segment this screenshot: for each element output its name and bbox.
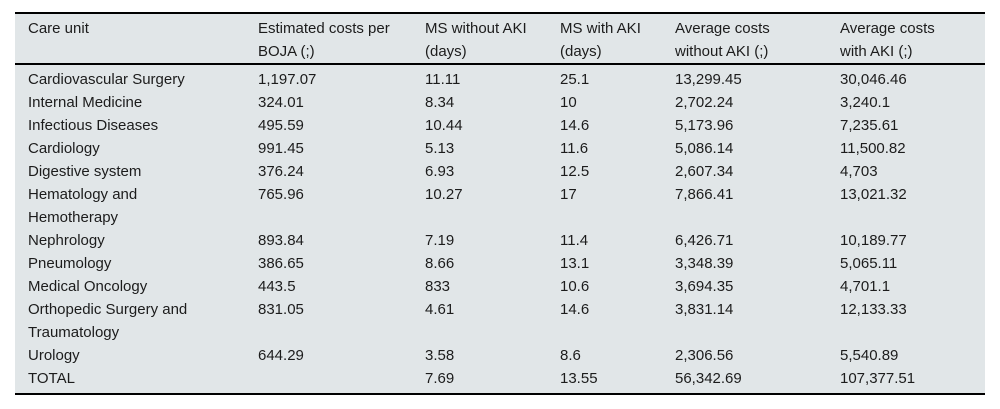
avg-costs-without-aki-cell: 3,831.14 — [675, 301, 734, 318]
avg-costs-without-aki-cell: 3,694.35 — [675, 278, 734, 295]
avg-costs-without-aki-cell: 2,702.24 — [675, 94, 734, 111]
ms-without-aki-cell: 7.19 — [425, 232, 455, 249]
care-unit-cell: Orthopedic Surgery and Traumatology — [28, 301, 188, 341]
ms-without-aki-cell: 833 — [425, 278, 451, 295]
care-unit-cell: Medical Oncology — [28, 278, 148, 295]
avg-costs-without-aki-cell: 56,342.69 — [675, 370, 742, 387]
avg-costs-without-aki-cell: 5,086.14 — [675, 140, 734, 157]
table-row-urology: Urology 644.29 3.58 8.6 2,306.56 5,540.8… — [15, 344, 985, 367]
ms-without-aki-cell: 3.58 — [425, 347, 455, 364]
avg-costs-with-aki-cell: 7,235.61 — [840, 117, 899, 134]
care-unit-cell: Internal Medicine — [28, 94, 143, 111]
estimated-costs-cell — [258, 367, 425, 394]
avg-costs-with-aki-cell: 12,133.33 — [840, 301, 907, 318]
avg-costs-with-aki-cell: 30,046.46 — [840, 71, 907, 88]
care-unit-cell: Cardiovascular Surgery — [28, 71, 185, 88]
column-header-estimated-costs: Estimated costs per BOJA (;) — [258, 20, 390, 60]
ms-without-aki-cell: 8.66 — [425, 255, 455, 272]
table-row-nephrology: Nephrology 893.84 7.19 11.4 6,426.71 10,… — [15, 229, 985, 252]
avg-costs-without-aki-cell: 3,348.39 — [675, 255, 734, 272]
ms-without-aki-cell: 6.93 — [425, 163, 455, 180]
ms-with-aki-cell: 17 — [560, 186, 577, 203]
care-unit-cell: TOTAL — [28, 370, 75, 387]
ms-with-aki-cell: 11.4 — [560, 232, 589, 249]
avg-costs-without-aki-cell: 5,173.96 — [675, 117, 734, 134]
estimated-costs-cell: 495.59 — [258, 117, 304, 134]
care-unit-cell: Pneumology — [28, 255, 112, 272]
ms-without-aki-cell: 8.34 — [425, 94, 455, 111]
ms-with-aki-cell: 10.6 — [560, 278, 590, 295]
estimated-costs-cell: 644.29 — [258, 347, 304, 364]
table-row-cardiovascular-surgery: Cardiovascular Surgery 1,197.07 11.11 25… — [15, 64, 985, 91]
ms-with-aki-cell: 14.6 — [560, 117, 590, 134]
table-row-digestive-system: Digestive system 376.24 6.93 12.5 2,607.… — [15, 160, 985, 183]
avg-costs-without-aki-cell: 13,299.45 — [675, 71, 742, 88]
table-row-hematology-hemotherapy: Hematology and Hemotherapy 765.96 10.27 … — [15, 183, 985, 229]
table-row-total: TOTAL 7.69 13.55 56,342.69 107,377.51 — [15, 367, 985, 394]
column-header-avg-costs-with-aki: Average costs with AKI (;) — [840, 20, 935, 60]
ms-without-aki-cell: 10.27 — [425, 186, 463, 203]
column-header-care-unit: Care unit — [28, 20, 89, 37]
column-header-avg-costs-without-aki: Average costs without AKI (;) — [675, 20, 770, 60]
ms-with-aki-cell: 8.6 — [560, 347, 581, 364]
table-row-medical-oncology: Medical Oncology 443.5 833 10.6 3,694.35… — [15, 275, 985, 298]
ms-with-aki-cell: 10 — [560, 94, 577, 111]
table-row-infectious-diseases: Infectious Diseases 495.59 10.44 14.6 5,… — [15, 114, 985, 137]
avg-costs-with-aki-cell: 10,189.77 — [840, 232, 907, 249]
avg-costs-without-aki-cell: 7,866.41 — [675, 186, 734, 203]
table-row-orthopedic-surgery-traumatology: Orthopedic Surgery and Traumatology 831.… — [15, 298, 985, 344]
estimated-costs-cell: 1,197.07 — [258, 71, 317, 88]
avg-costs-with-aki-cell: 11,500.82 — [840, 140, 906, 157]
care-unit-costs-table: Care unit Estimated costs per BOJA (;) M… — [15, 12, 985, 395]
column-header-ms-without-aki: MS without AKI (days) — [425, 20, 527, 60]
avg-costs-without-aki-cell: 2,607.34 — [675, 163, 734, 180]
care-unit-cell: Nephrology — [28, 232, 105, 249]
estimated-costs-cell: 443.5 — [258, 278, 296, 295]
estimated-costs-cell: 991.45 — [258, 140, 304, 157]
care-unit-cell: Cardiology — [28, 140, 100, 157]
estimated-costs-cell: 386.65 — [258, 255, 304, 272]
avg-costs-without-aki-cell: 6,426.71 — [675, 232, 734, 249]
avg-costs-with-aki-cell: 5,065.11 — [840, 255, 898, 272]
estimated-costs-cell: 324.01 — [258, 94, 304, 111]
avg-costs-with-aki-cell: 107,377.51 — [840, 370, 916, 387]
estimated-costs-cell: 831.05 — [258, 301, 304, 318]
header-row: Care unit Estimated costs per BOJA (;) M… — [15, 13, 985, 64]
ms-without-aki-cell: 10.44 — [425, 117, 463, 134]
ms-without-aki-cell: 7.69 — [425, 370, 455, 387]
estimated-costs-cell: 893.84 — [258, 232, 304, 249]
table-row-internal-medicine: Internal Medicine 324.01 8.34 10 2,702.2… — [15, 91, 985, 114]
ms-with-aki-cell: 12.5 — [560, 163, 590, 180]
estimated-costs-cell: 376.24 — [258, 163, 304, 180]
ms-without-aki-cell: 4.61 — [425, 301, 455, 318]
ms-without-aki-cell: 5.13 — [425, 140, 455, 157]
avg-costs-with-aki-cell: 3,240.1 — [840, 94, 891, 111]
avg-costs-without-aki-cell: 2,306.56 — [675, 347, 734, 364]
care-unit-cell: Digestive system — [28, 163, 142, 180]
ms-with-aki-cell: 14.6 — [560, 301, 590, 318]
care-unit-cell: Urology — [28, 347, 80, 364]
avg-costs-with-aki-cell: 5,540.89 — [840, 347, 899, 364]
table-row-pneumology: Pneumology 386.65 8.66 13.1 3,348.39 5,0… — [15, 252, 985, 275]
avg-costs-with-aki-cell: 4,701.1 — [840, 278, 891, 295]
avg-costs-with-aki-cell: 13,021.32 — [840, 186, 907, 203]
ms-with-aki-cell: 25.1 — [560, 71, 590, 88]
ms-with-aki-cell: 11.6 — [560, 140, 589, 157]
table-body: Cardiovascular Surgery 1,197.07 11.11 25… — [15, 64, 985, 394]
ms-without-aki-cell: 11.11 — [425, 71, 461, 88]
avg-costs-with-aki-cell: 4,703 — [840, 163, 878, 180]
ms-with-aki-cell: 13.1 — [560, 255, 590, 272]
ms-with-aki-cell: 13.55 — [560, 370, 598, 387]
table-row-cardiology: Cardiology 991.45 5.13 11.6 5,086.14 11,… — [15, 137, 985, 160]
estimated-costs-cell: 765.96 — [258, 186, 304, 203]
care-unit-cell: Infectious Diseases — [28, 117, 159, 134]
column-header-ms-with-aki: MS with AKI (days) — [560, 20, 641, 60]
care-unit-cell: Hematology and Hemotherapy — [28, 186, 138, 226]
table-header: Care unit Estimated costs per BOJA (;) M… — [15, 13, 985, 64]
